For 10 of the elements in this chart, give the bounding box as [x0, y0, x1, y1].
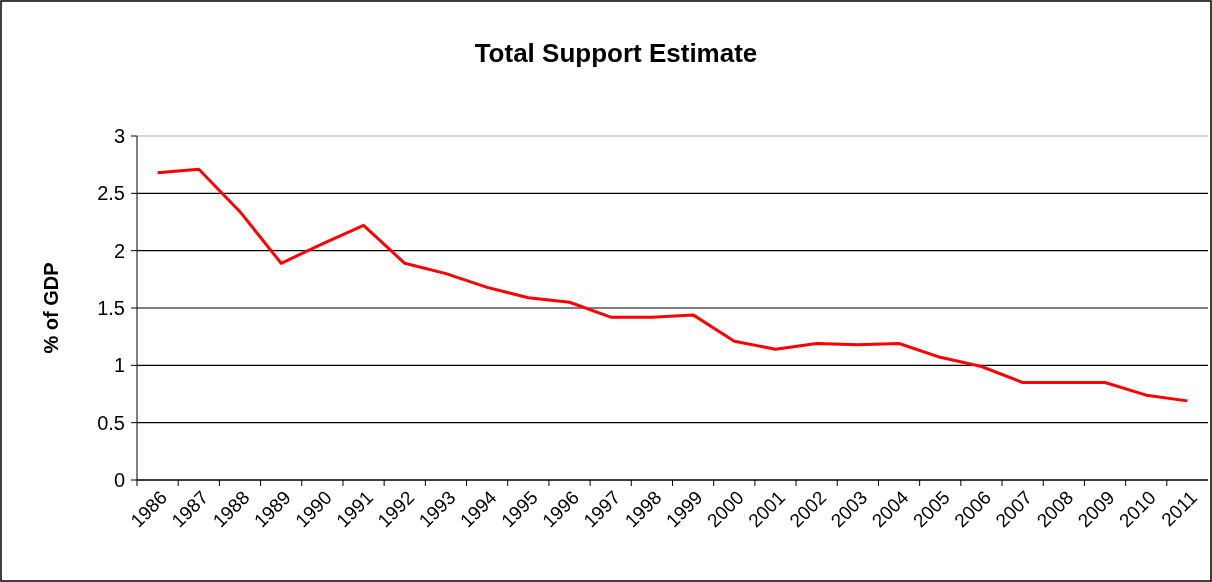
y-tick-label: 0.5: [97, 411, 125, 434]
y-tick-label: 3: [113, 125, 125, 147]
y-tick-label: 0: [113, 469, 125, 491]
y-tick-label: 1: [113, 354, 125, 377]
y-tick-label: 2: [113, 239, 125, 262]
y-tick-label: 2.5: [97, 182, 125, 205]
line-series: [156, 167, 1189, 403]
y-axis-title: % of GDP: [40, 262, 62, 354]
y-tick-label: 1.5: [97, 297, 125, 319]
chart-title: Total Support Estimate: [474, 38, 758, 68]
